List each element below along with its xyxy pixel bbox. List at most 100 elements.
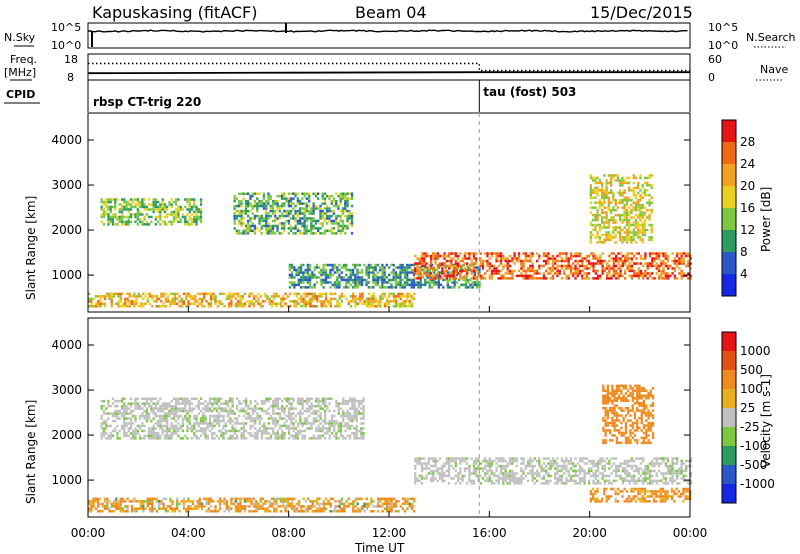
power-cell-2466 [628, 269, 631, 273]
power-cell-2093 [495, 269, 498, 273]
velocity-cell-1733 [630, 474, 634, 478]
power-cell-2766 [605, 186, 608, 190]
power-cell-1365 [297, 283, 300, 287]
power-cell-2273 [560, 267, 564, 270]
velocity-cell-500 [213, 424, 216, 428]
power-cell-1699 [412, 273, 416, 277]
power-cell-1152 [308, 212, 311, 215]
power-cell-1481 [338, 276, 341, 279]
velocity-cell-678 [256, 429, 259, 433]
power-cell-1974 [452, 272, 455, 275]
power-cell-1612 [383, 271, 386, 274]
power-cell-2732 [601, 186, 604, 190]
velocity-cell-122 [129, 409, 133, 413]
nave-tick-high: 60 [708, 53, 722, 66]
power-cell-1249 [330, 199, 333, 203]
velocity-cell-947 [319, 427, 322, 430]
power-cell-2703 [596, 176, 599, 180]
velocity-cell-281 [166, 437, 169, 440]
velocity-cell-565 [227, 402, 230, 405]
velocity-cell-754 [274, 402, 277, 405]
power-cell-2824 [614, 213, 617, 217]
power-cell-1082 [292, 197, 295, 200]
velocity-cell-1574 [569, 467, 573, 470]
power-cell-327 [302, 305, 305, 308]
power-cell-2451 [621, 254, 625, 258]
power-cell-1678 [406, 273, 409, 277]
power-cell-219 [230, 305, 233, 308]
power-cell-1508 [349, 278, 352, 282]
velocity-cell-1613 [583, 472, 586, 475]
power-cell-2885 [623, 196, 626, 199]
power-cell-3003 [639, 196, 642, 199]
power-cell-2474 [630, 269, 634, 273]
velocity-cell-665 [254, 434, 257, 438]
velocity-cell-1023 [337, 409, 340, 413]
power-cell-1024 [278, 194, 281, 198]
power-cell-2667 [591, 191, 595, 195]
power-cell-2390 [601, 264, 604, 268]
power-cell-1021 [278, 209, 281, 213]
power-cell-360 [318, 295, 321, 298]
velocity-cell-1318 [479, 462, 482, 465]
power-cell-2360 [590, 252, 593, 255]
power-cell-787 [193, 218, 196, 221]
power-cell-2267 [558, 269, 561, 273]
velocity-cell-612 [240, 437, 243, 440]
power-cell-1875 [418, 272, 421, 275]
power-cell-1298 [341, 194, 345, 198]
power-cell-1496 [345, 281, 348, 284]
power-cell-1770 [439, 283, 443, 287]
velocity-cell-543 [222, 424, 225, 428]
power-cell-3071 [650, 201, 653, 204]
power-cell-783 [190, 208, 194, 211]
velocity-cell-1311 [477, 467, 480, 470]
power-cell-2033 [472, 277, 476, 280]
power-cell-1932 [436, 252, 439, 255]
velocity-cell-892 [306, 407, 309, 410]
power-cell-97 [149, 295, 152, 298]
power-cell-2905 [625, 199, 629, 202]
velocity-cell-103 [125, 409, 128, 413]
velocity-cell-877 [301, 399, 304, 403]
power-cell-2316 [574, 254, 577, 258]
power-cell-2796 [610, 189, 613, 192]
velocity-cell-976 [324, 397, 327, 400]
power-cell-1545 [360, 278, 364, 282]
power-cell-101 [151, 295, 154, 298]
velocity-cell-1475 [536, 479, 539, 483]
velocity-cell-1284 [468, 474, 471, 478]
power-cell-160 [189, 302, 192, 305]
power-cell-2224 [542, 259, 546, 263]
power-cell-1670 [403, 273, 407, 277]
power-cell-2122 [504, 264, 507, 268]
power-cell-256 [250, 292, 253, 296]
power-cell-1903 [427, 267, 430, 270]
power-cell-2034 [472, 274, 476, 278]
velocity-cell-1413 [511, 469, 514, 473]
velocity-cell-1007 [333, 414, 336, 418]
power-cell-2992 [639, 231, 642, 234]
velocity-cell-1815 [660, 462, 663, 465]
power-cell-196 [212, 297, 215, 301]
power-cell-595 [123, 200, 126, 204]
power-cell-2560 [660, 252, 663, 255]
power-cell-1145 [305, 207, 308, 210]
power-cell-328 [302, 302, 305, 305]
power-cell-91 [144, 302, 147, 305]
velocity-cell-1416 [511, 457, 514, 460]
velocity-cell-1155 [416, 459, 419, 463]
power-cell-1635 [392, 263, 395, 267]
velocity-cell-812 [287, 412, 291, 415]
power-cell-716 [166, 213, 169, 216]
power-cell-2055 [479, 257, 482, 260]
velocity-cell-781 [281, 429, 284, 433]
power-cell-400 [347, 302, 350, 305]
power-cell-1690 [410, 281, 413, 284]
power-cell-746 [177, 213, 180, 216]
power-cell-132 [171, 292, 174, 296]
power-cell-1829 [467, 278, 470, 282]
velocity-cell-1385 [502, 457, 505, 460]
velocity-cell-227 [154, 432, 157, 435]
power-cell-2983 [637, 203, 640, 207]
